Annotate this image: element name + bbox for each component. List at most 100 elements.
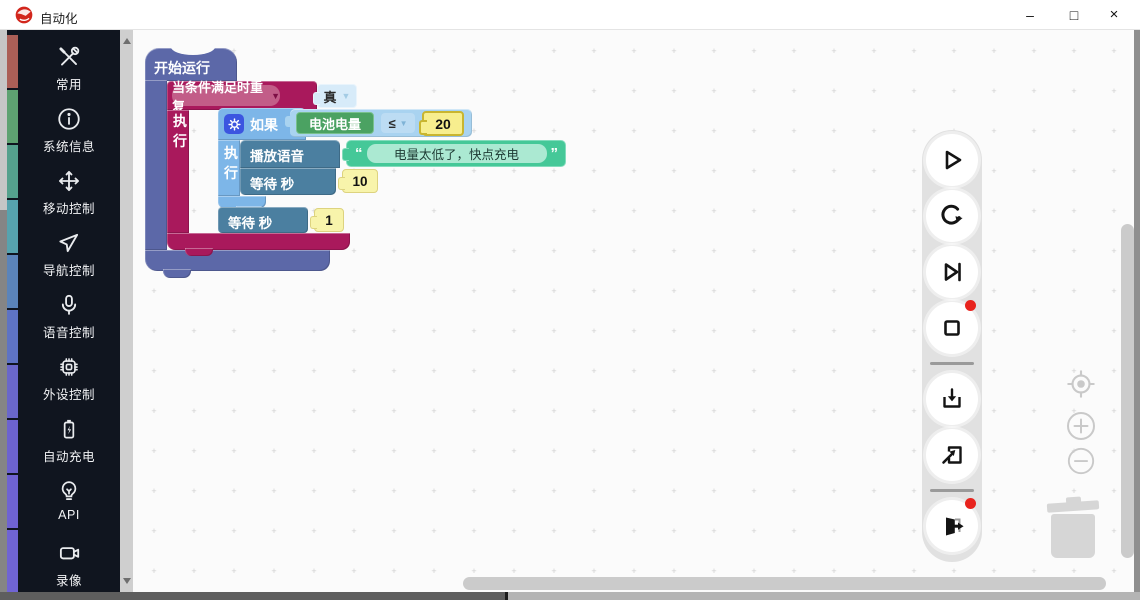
- sidebar-item-label: API: [58, 508, 80, 522]
- brand-logo: [15, 6, 33, 24]
- toolbox-scrollbar[interactable]: [120, 30, 133, 592]
- chevron-down-icon: ▼: [399, 118, 408, 128]
- sidebar-item-label: 外设控制: [42, 388, 95, 402]
- block-repeat-bottom[interactable]: [167, 233, 350, 250]
- play-voice-label: 播放语音: [250, 149, 304, 164]
- block-play-voice[interactable]: 播放语音: [240, 140, 340, 168]
- scroll-up-icon[interactable]: [123, 38, 131, 44]
- repeat-do-label: 执行: [173, 113, 187, 149]
- minimize-button[interactable]: –: [1026, 6, 1034, 23]
- play-icon: [945, 150, 962, 170]
- sidebar-item-label: 系统信息: [42, 140, 95, 154]
- sidebar-item-auto-charge[interactable]: 自动充电: [18, 416, 120, 466]
- close-button[interactable]: ×: [1109, 6, 1119, 23]
- import-button[interactable]: [926, 429, 978, 481]
- repeat-mode-dropdown[interactable]: 当条件满足时重复 ▼: [172, 80, 280, 114]
- stop-icon: [944, 320, 960, 336]
- download-icon: [943, 388, 961, 408]
- exit-icon: [945, 517, 964, 535]
- restart-button[interactable]: [926, 190, 978, 242]
- run-button[interactable]: [926, 134, 978, 186]
- workspace-canvas[interactable]: + + + + + + + + + + + + + + + + + + + + + + + + + + + + + + + + + + + + + + + +…: [133, 30, 1134, 592]
- block-repeat-connector: [185, 248, 213, 256]
- window-title: 自动化: [40, 12, 78, 26]
- chip-icon: [60, 358, 78, 376]
- zoom-out-icon: [1067, 447, 1095, 475]
- zoom-reset-button[interactable]: [1063, 366, 1099, 407]
- trash-icon[interactable]: [1051, 514, 1095, 558]
- sidebar-item-voice-control[interactable]: 语音控制: [18, 292, 120, 342]
- sidebar-item-label: 语音控制: [42, 326, 95, 340]
- hat-dip: [171, 39, 215, 55]
- block-battery-level[interactable]: 电池电量: [296, 112, 374, 134]
- block-wait-inner[interactable]: 等待 秒: [240, 168, 336, 195]
- sidebar-item-common[interactable]: 常用: [18, 44, 120, 94]
- toolbox-category-strips: [7, 30, 18, 592]
- gear-icon[interactable]: [224, 114, 244, 134]
- block-comparison[interactable]: 电池电量 ≤ ▼ 20: [285, 109, 472, 137]
- block-number-1[interactable]: 1: [310, 208, 344, 232]
- wait-outer-label: 等待 秒: [228, 216, 273, 231]
- repeat-mode-label: 当条件满足时重复: [172, 79, 264, 114]
- background-window-bottom-right: [508, 592, 1140, 600]
- block-number-10[interactable]: 10: [338, 169, 378, 193]
- vertical-scrollbar[interactable]: [1121, 224, 1134, 558]
- sidebar-item-peripheral-control[interactable]: 外设控制: [18, 354, 120, 404]
- block-start-label: 开始运行: [154, 60, 210, 76]
- sidebar-item-record[interactable]: 录像: [18, 540, 120, 590]
- step-button[interactable]: [926, 246, 978, 298]
- close-quote-icon: ”: [550, 145, 559, 162]
- tools-icon: [59, 46, 80, 66]
- stop-button[interactable]: [926, 300, 978, 354]
- stop-status-badge: [965, 300, 976, 311]
- import-icon: [942, 446, 962, 464]
- camera-icon: [59, 547, 80, 560]
- category-strip: [7, 475, 18, 528]
- category-strip: [7, 255, 18, 308]
- zoom-in-button[interactable]: [1065, 410, 1097, 447]
- sidebar-item-nav-control[interactable]: 导航控制: [18, 230, 120, 280]
- block-true-value[interactable]: 真 ▼: [313, 84, 357, 108]
- sidebar-item-api[interactable]: API: [18, 478, 120, 528]
- category-strip: [7, 200, 18, 253]
- move-icon: [58, 170, 80, 192]
- string-text-field[interactable]: 电量太低了，快点充电: [366, 144, 547, 163]
- maximize-button[interactable]: □: [1069, 6, 1079, 23]
- wait-inner-label: 等待 秒: [250, 177, 295, 192]
- horizontal-scrollbar[interactable]: [463, 577, 1106, 590]
- background-window-bottom-divider: [505, 592, 508, 600]
- microphone-icon: [61, 294, 77, 315]
- scroll-down-icon[interactable]: [123, 578, 131, 584]
- save-button[interactable]: [926, 373, 978, 425]
- sidebar-item-move-control[interactable]: 移动控制: [18, 168, 120, 218]
- block-start[interactable]: 开始运行: [145, 39, 237, 81]
- toolbox-sidebar: [7, 30, 120, 592]
- exit-button[interactable]: [926, 498, 978, 552]
- zoom-in-icon: [1067, 412, 1095, 440]
- bulb-icon: [61, 481, 77, 500]
- block-string-value[interactable]: “ 电量太低了，快点充电 ”: [342, 140, 566, 167]
- sidebar-item-system-info[interactable]: 系统信息: [18, 106, 120, 156]
- run-toolbar: [922, 130, 982, 562]
- block-number-20[interactable]: 20: [419, 111, 464, 136]
- block-repeat-while[interactable]: 当条件满足时重复 ▼: [167, 80, 317, 114]
- category-strip: [7, 310, 18, 363]
- sidebar-item-label: 自动充电: [42, 450, 95, 464]
- number-20-value: 20: [435, 115, 451, 132]
- sidebar-item-label: 移动控制: [42, 202, 95, 216]
- block-start-connector: [163, 269, 191, 278]
- operator-dropdown[interactable]: ≤ ▼: [381, 113, 415, 133]
- block-if-body[interactable]: 执行: [218, 140, 240, 196]
- block-repeat-body[interactable]: 执行: [167, 110, 189, 233]
- battery-level-label: 电池电量: [308, 116, 361, 132]
- block-wait-outer[interactable]: 等待 秒: [218, 207, 308, 233]
- number-10-value: 10: [352, 173, 368, 189]
- navigation-icon: [59, 233, 79, 253]
- toolbar-divider: [930, 489, 974, 492]
- zoom-out-button[interactable]: [1066, 446, 1096, 481]
- if-do-label: 执行: [224, 145, 238, 181]
- block-start-bottom[interactable]: [145, 250, 330, 271]
- block-start-body[interactable]: [145, 80, 167, 250]
- block-if-bottom[interactable]: [218, 196, 266, 208]
